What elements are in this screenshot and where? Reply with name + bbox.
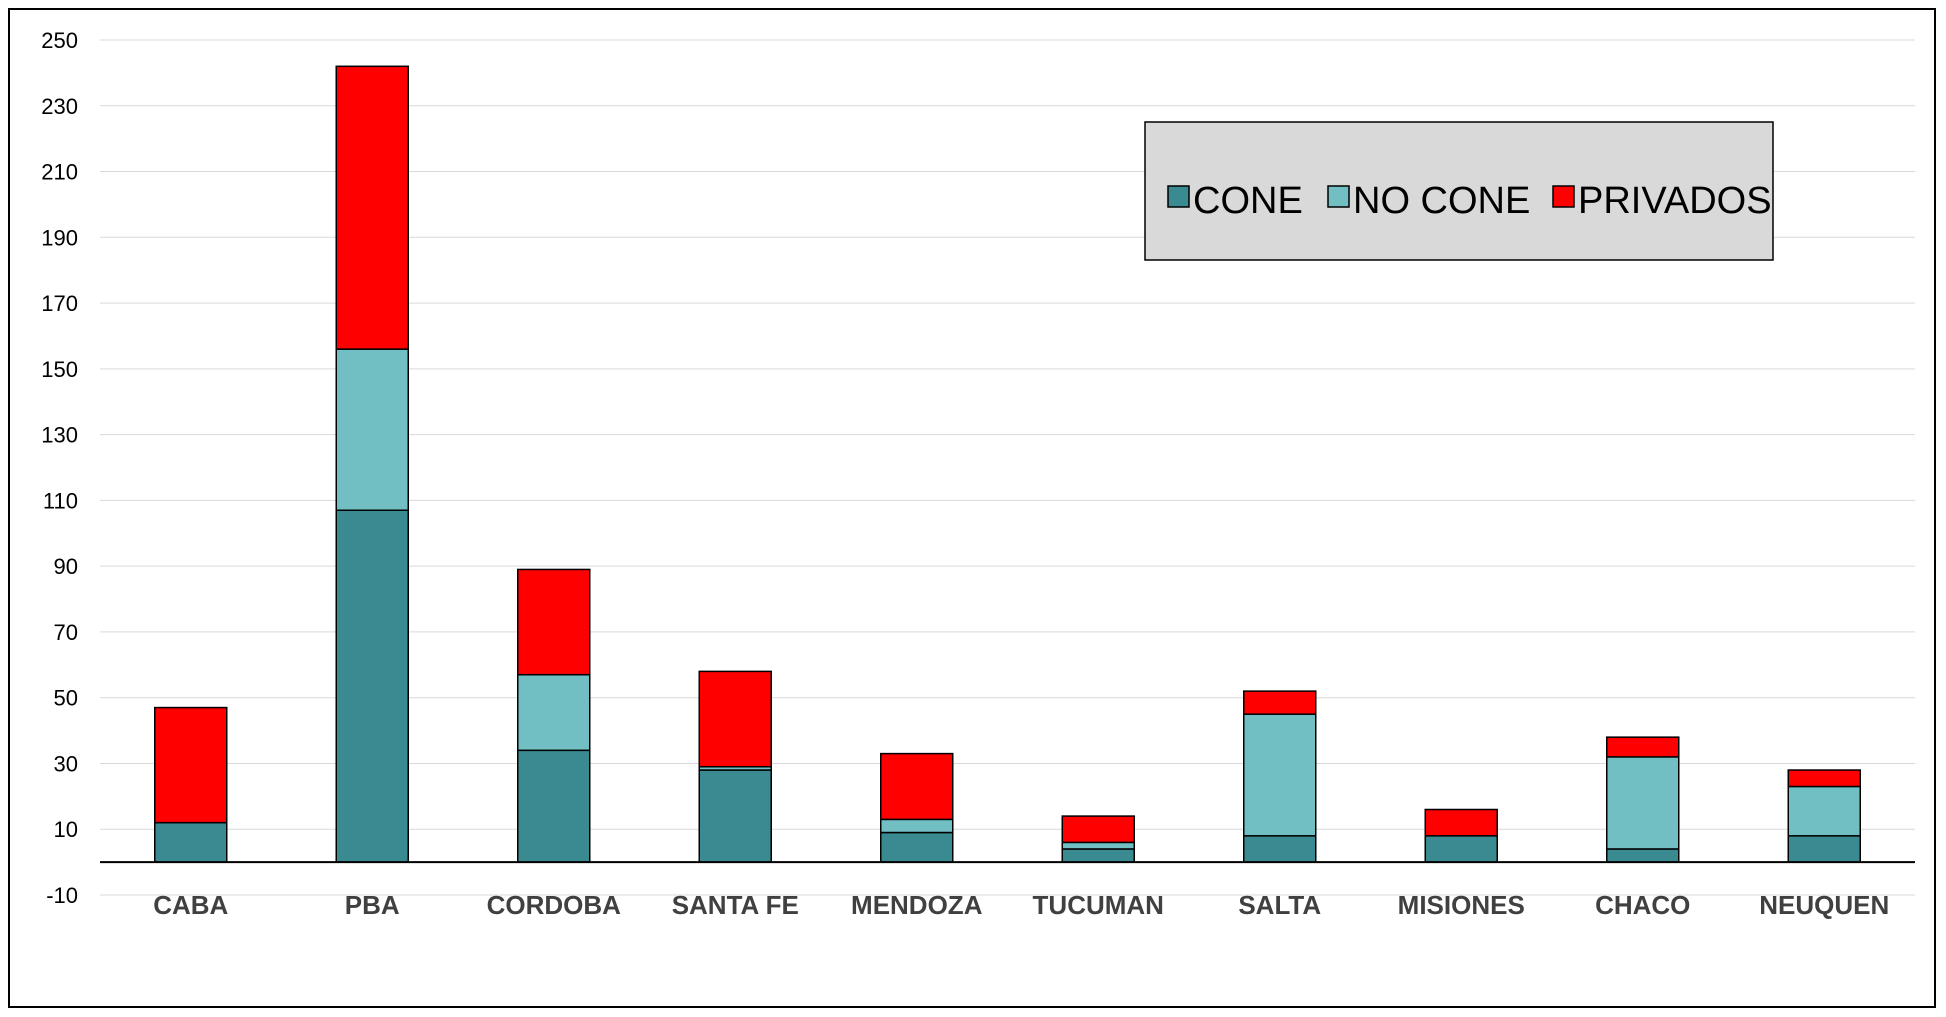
legend-label: PRIVADOS <box>1578 180 1772 222</box>
bar-segment-privados <box>517 568 591 676</box>
bar-segment-cone <box>154 821 228 863</box>
x-tick-label: MENDOZA <box>851 890 983 920</box>
bar-segment-privados <box>335 65 409 350</box>
bar-segment-cone <box>880 831 954 863</box>
bars <box>154 65 1861 863</box>
y-tick-label: 210 <box>41 160 78 185</box>
legend-label: CONE <box>1193 180 1303 222</box>
bar-segment-privados <box>1787 769 1861 788</box>
bar-segment-privados <box>154 706 228 824</box>
bar-segment-no-cone <box>880 818 954 834</box>
bar-segment-cone <box>1243 835 1317 863</box>
bar-segment-no-cone <box>1243 713 1317 837</box>
legend-swatch <box>1327 185 1350 208</box>
legend: CONE NO CONE PRIVADOS <box>1144 121 1774 261</box>
x-tick-label: PBA <box>345 890 400 920</box>
y-tick-label: 70 <box>54 620 78 645</box>
bar-segment-privados <box>698 670 772 768</box>
legend-box <box>1144 121 1774 261</box>
bar-segment-privados <box>1424 808 1498 837</box>
chart-frame: -10 10 30 50 70 90 110 130 150 170 190 210 230 250 CA… <box>8 8 1936 1008</box>
x-tick-label: TUCUMAN <box>1033 890 1164 920</box>
bar-segment-no-cone <box>517 673 591 752</box>
legend-swatch <box>1552 185 1575 208</box>
x-axis-ticks: CABA PBA CORDOBA SANTA FE MENDOZA TUCUMAN SALT… <box>153 890 1889 920</box>
x-tick-label: MISIONES <box>1398 890 1525 920</box>
y-tick-label: 190 <box>41 225 78 250</box>
y-tick-label: 130 <box>41 423 78 448</box>
y-tick-label: 110 <box>43 488 78 513</box>
bar-segment-no-cone <box>335 348 409 511</box>
bar-segment-no-cone <box>1061 841 1135 850</box>
y-tick-label: 30 <box>54 751 78 776</box>
y-tick-label: 10 <box>54 817 78 842</box>
y-tick-label: 90 <box>54 554 78 579</box>
bar-segment-privados <box>880 752 954 821</box>
y-tick-label: 150 <box>41 357 78 382</box>
bar-segment-cone <box>335 509 409 863</box>
x-tick-label: CABA <box>153 890 228 920</box>
bar-segment-cone <box>1606 848 1680 863</box>
bar-segment-privados <box>1606 736 1680 758</box>
bar-segment-no-cone <box>1606 756 1680 850</box>
bar-segment-no-cone <box>1787 785 1861 837</box>
bar-segment-privados <box>1061 815 1135 844</box>
bar-segment-cone <box>1424 835 1498 863</box>
x-tick-label: NEUQUEN <box>1759 890 1889 920</box>
legend-label: NO CONE <box>1353 180 1530 222</box>
y-axis-ticks: -10 10 30 50 70 90 110 130 150 170 190 210 230 250 <box>41 28 78 908</box>
bar-segment-cone <box>1061 848 1135 863</box>
legend-swatch <box>1167 185 1190 208</box>
y-tick-label: 170 <box>41 291 78 316</box>
x-tick-label: SANTA FE <box>672 890 799 920</box>
x-tick-label: CORDOBA <box>487 890 622 920</box>
x-tick-label: CHACO <box>1595 890 1690 920</box>
y-tick-label: 250 <box>41 28 78 53</box>
y-tick-label: -10 <box>46 883 78 908</box>
bar-segment-cone <box>517 749 591 863</box>
bar-segment-privados <box>1243 690 1317 715</box>
x-tick-label: SALTA <box>1238 890 1321 920</box>
stacked-bar-chart: -10 10 30 50 70 90 110 130 150 170 190 210 230 250 CA… <box>41 28 1915 920</box>
bar-segment-cone <box>1787 835 1861 863</box>
y-tick-label: 50 <box>54 686 78 711</box>
y-tick-label: 230 <box>41 94 78 119</box>
bar-segment-cone <box>698 769 772 863</box>
